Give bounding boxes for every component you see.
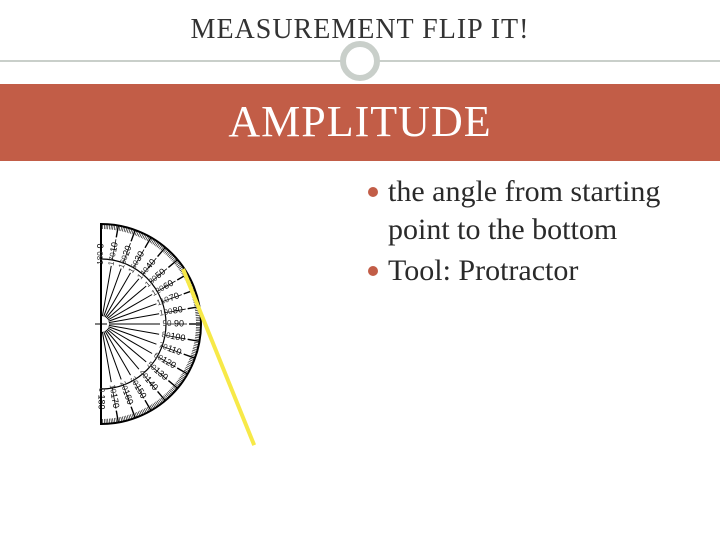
circle-accent-icon [340,41,380,81]
svg-text:80: 80 [172,304,184,316]
divider-line [0,60,720,62]
bullet-dot-icon [368,266,378,276]
right-column: the angle from starting point to the bot… [368,169,700,479]
svg-text:180: 180 [97,394,107,409]
svg-text:0: 0 [97,388,106,393]
svg-text:90: 90 [163,319,172,328]
bullet-item: Tool: Protractor [368,252,700,290]
content-area: 0102030405060708090100110120130140150160… [0,161,720,479]
svg-text:0: 0 [95,243,105,248]
svg-text:10: 10 [108,241,120,253]
slide: MEASUREMENT FLIP IT! AMPLITUDE 010203040… [0,0,720,540]
protractor-image: 0102030405060708090100110120130140150160… [81,169,291,479]
title-text: AMPLITUDE [0,96,720,147]
bullet-dot-icon [368,187,378,197]
svg-text:90: 90 [174,318,184,328]
svg-text:180: 180 [96,251,105,265]
bullet-item: the angle from starting point to the bot… [368,173,700,248]
title-band: AMPLITUDE [0,84,720,161]
protractor-icon: 0102030405060708090100110120130140150160… [81,169,291,479]
super-title: MEASUREMENT FLIP IT! [0,0,720,46]
bullet-text: Tool: Protractor [388,252,578,290]
bullet-text: the angle from starting point to the bot… [388,173,700,248]
left-column: 0102030405060708090100110120130140150160… [16,169,356,479]
